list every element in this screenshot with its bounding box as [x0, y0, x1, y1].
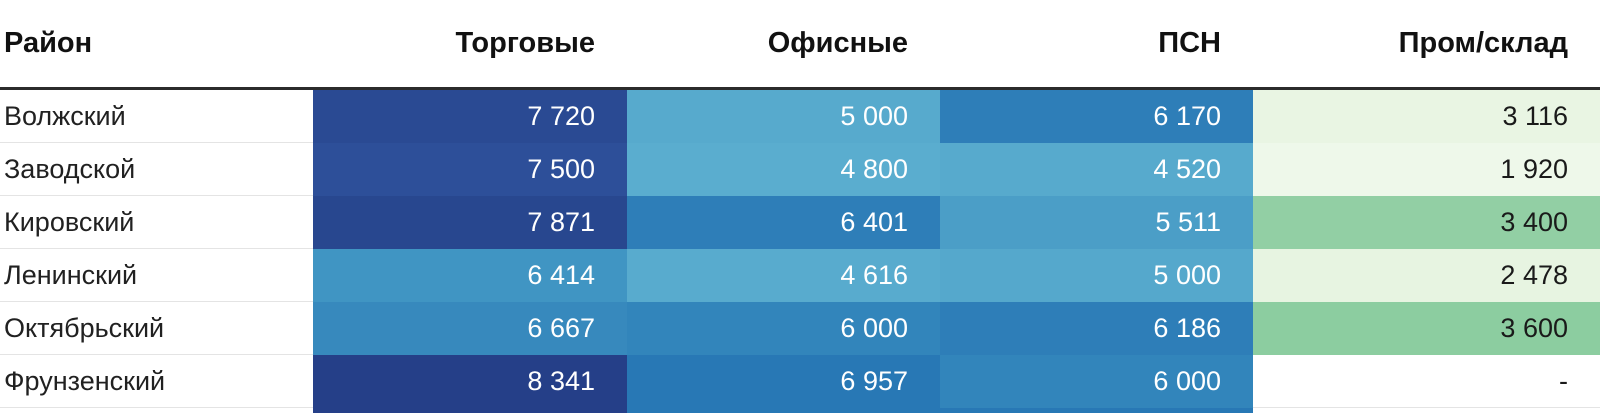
cutoff-next-row-sliver — [0, 408, 1600, 413]
cell-prom-sklad: 3 600 — [1253, 302, 1600, 355]
column-header-ofisnye: Офисные — [767, 27, 908, 59]
table-header: Район Торговые Офисные ПСН Пром/склад — [0, 0, 1600, 90]
cell-prom-sklad-empty: - — [1253, 355, 1600, 408]
cell-prom-sklad: 3 400 — [1253, 196, 1600, 249]
table-row: Ленинский 6 414 4 616 5 000 2 478 — [0, 249, 1600, 302]
cell-psn: 4 520 — [940, 143, 1253, 196]
cell-ofisnye: 6 957 — [627, 355, 940, 408]
cell-ofisnye: 5 000 — [627, 90, 940, 143]
column-header-district: Район — [4, 27, 93, 59]
cell-prom-sklad: 3 116 — [1253, 90, 1600, 143]
cell-ofisnye: 4 616 — [627, 249, 940, 302]
cutoff-cell — [940, 408, 1253, 413]
district-label: Волжский — [0, 90, 313, 143]
cell-ofisnye: 6 000 — [627, 302, 940, 355]
cell-psn: 6 186 — [940, 302, 1253, 355]
cell-prom-sklad: 1 920 — [1253, 143, 1600, 196]
cell-psn: 6 000 — [940, 355, 1253, 408]
cell-torgovye: 8 341 — [313, 355, 627, 408]
cell-torgovye: 6 414 — [313, 249, 627, 302]
cell-prom-sklad: 2 478 — [1253, 249, 1600, 302]
cell-torgovye: 7 871 — [313, 196, 627, 249]
district-label: Фрунзенский — [0, 355, 313, 408]
column-header-torgovye: Торговые — [455, 27, 595, 59]
cell-psn: 5 511 — [940, 196, 1253, 249]
cell-ofisnye: 4 800 — [627, 143, 940, 196]
cutoff-cell — [313, 408, 627, 413]
table-row: Волжский 7 720 5 000 6 170 3 116 — [0, 90, 1600, 143]
cell-psn: 5 000 — [940, 249, 1253, 302]
cell-torgovye: 6 667 — [313, 302, 627, 355]
cutoff-district — [0, 408, 313, 413]
table-row: Октябрьский 6 667 6 000 6 186 3 600 — [0, 302, 1600, 355]
district-label: Ленинский — [0, 249, 313, 302]
district-label: Кировский — [0, 196, 313, 249]
cell-torgovye: 7 500 — [313, 143, 627, 196]
cell-torgovye: 7 720 — [313, 90, 627, 143]
cutoff-cell — [1253, 408, 1600, 413]
cell-ofisnye: 6 401 — [627, 196, 940, 249]
district-label: Заводской — [0, 143, 313, 196]
table-row: Фрунзенский 8 341 6 957 6 000 - — [0, 355, 1600, 408]
table-row: Заводской 7 500 4 800 4 520 1 920 — [0, 143, 1600, 196]
table-row: Кировский 7 871 6 401 5 511 3 400 — [0, 196, 1600, 249]
cell-psn: 6 170 — [940, 90, 1253, 143]
district-label: Октябрьский — [0, 302, 313, 355]
column-header-prom-sklad: Пром/склад — [1398, 27, 1568, 59]
column-header-psn: ПСН — [1158, 27, 1221, 59]
cutoff-cell — [627, 408, 940, 413]
